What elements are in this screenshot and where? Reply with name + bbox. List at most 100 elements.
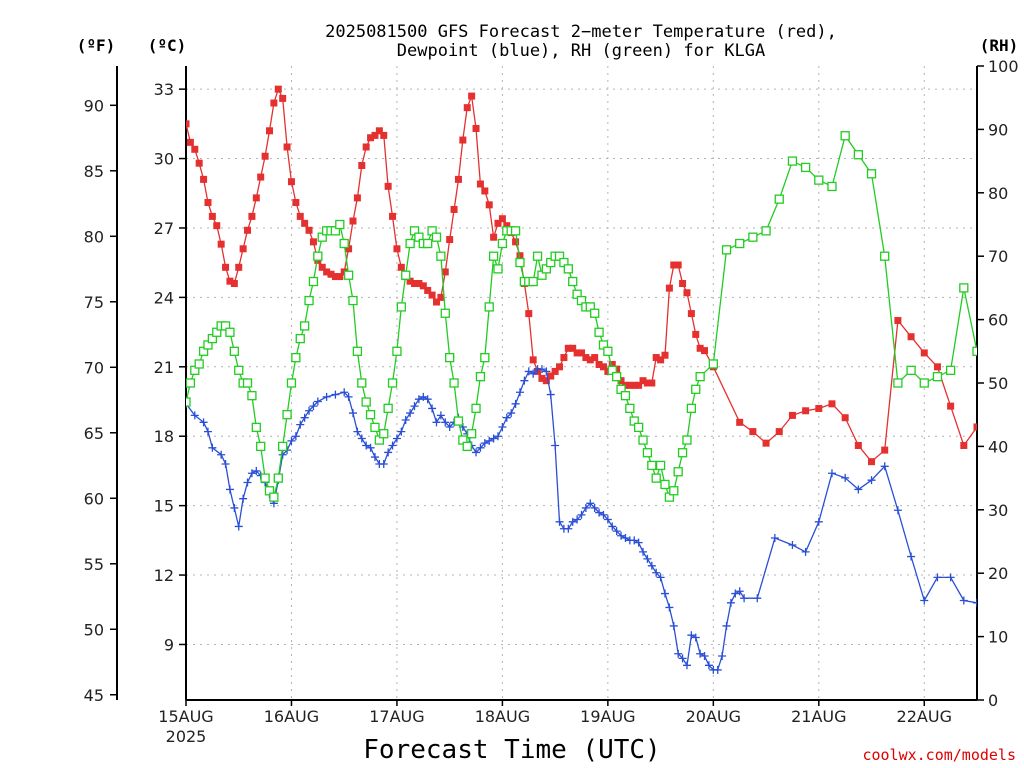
rh-point bbox=[291, 352, 301, 363]
rh-point bbox=[436, 251, 446, 261]
temperature-series bbox=[186, 85, 977, 466]
rh-point bbox=[515, 257, 525, 268]
rh-tick-label: 50 bbox=[988, 374, 1008, 393]
dewpoint-point bbox=[524, 367, 533, 376]
temperature-point bbox=[454, 175, 462, 183]
x-tick-label: 22AUG bbox=[897, 707, 952, 726]
temperature-point bbox=[494, 219, 502, 227]
temperature-point bbox=[907, 333, 915, 341]
temperature-point bbox=[437, 293, 445, 301]
rh-point bbox=[906, 365, 916, 375]
temperature-point bbox=[371, 131, 379, 139]
temperature-point bbox=[375, 127, 383, 135]
temperature-point bbox=[960, 441, 968, 449]
rh-point bbox=[308, 276, 319, 287]
temperature-point bbox=[525, 310, 533, 318]
rh-tick-label: 60 bbox=[988, 311, 1008, 330]
dewpoint-point bbox=[700, 652, 709, 661]
temperature-point bbox=[191, 145, 199, 153]
dewpoint-point bbox=[296, 420, 305, 429]
temperature-point bbox=[648, 379, 656, 387]
temperature-point bbox=[657, 356, 665, 364]
temperature-point bbox=[854, 441, 862, 449]
dewpoint-point bbox=[999, 599, 1007, 607]
dewpoint-point bbox=[674, 649, 683, 658]
temperature-point bbox=[665, 284, 673, 292]
x-axis-label: Forecast Time (UTC) bbox=[363, 735, 660, 765]
dewpoint-point bbox=[230, 503, 239, 512]
dewpoint-point bbox=[217, 450, 226, 459]
dewpoint-point bbox=[555, 517, 564, 526]
celsius-tick-label: 30 bbox=[154, 150, 174, 169]
temperature-point bbox=[287, 178, 295, 186]
dewpoint-point bbox=[704, 661, 713, 670]
rh-point bbox=[475, 372, 486, 382]
temperature-point bbox=[419, 282, 427, 290]
temperature-point bbox=[472, 124, 480, 132]
temperature-point bbox=[384, 182, 392, 190]
rh-point bbox=[620, 391, 631, 401]
temperature-point bbox=[389, 212, 397, 220]
rh-point bbox=[260, 473, 270, 483]
dewpoint-point bbox=[660, 589, 669, 598]
dewpoint-point bbox=[419, 392, 428, 401]
temperature-point bbox=[292, 199, 300, 207]
rh-point bbox=[603, 346, 613, 356]
dewpoint-point bbox=[595, 508, 604, 517]
temperature-point bbox=[551, 367, 559, 375]
temperature-point bbox=[560, 354, 568, 362]
temperature-point bbox=[591, 354, 599, 362]
dewpoint-point bbox=[511, 399, 520, 408]
dewpoint-point bbox=[946, 573, 955, 582]
rh-point bbox=[642, 448, 653, 458]
x-tick-label: 18AUG bbox=[475, 707, 530, 726]
rh-point bbox=[278, 441, 288, 452]
rh-point bbox=[379, 429, 389, 439]
temperature-point bbox=[248, 212, 256, 220]
rh-tick-label: 100 bbox=[988, 57, 1019, 76]
celsius-tick-label: 27 bbox=[154, 219, 174, 238]
temperature-point bbox=[868, 458, 876, 466]
dewpoint-point bbox=[630, 536, 639, 545]
rh-point bbox=[396, 302, 406, 312]
dewpoint-point bbox=[753, 594, 762, 603]
dewpoint-point bbox=[203, 427, 212, 436]
dewpoint-point bbox=[472, 448, 481, 457]
dewpoint-point bbox=[907, 552, 916, 561]
rh-point bbox=[748, 232, 758, 242]
fahrenheit-tick-label: 90 bbox=[84, 96, 104, 115]
fahrenheit-tick-label: 55 bbox=[84, 555, 104, 574]
dewpoint-point bbox=[305, 406, 314, 415]
chart-subtitle: Dewpoint (blue), RH (green) for KLGA bbox=[397, 41, 765, 61]
x-tick-label: 20AUG bbox=[686, 707, 741, 726]
dewpoint-point bbox=[445, 422, 454, 431]
dewpoint-point bbox=[740, 594, 749, 603]
temperature-point bbox=[687, 310, 695, 318]
temperature-point bbox=[630, 381, 638, 389]
temperature-point bbox=[432, 298, 440, 306]
temperature-point bbox=[547, 372, 555, 380]
dewpoint-point bbox=[726, 598, 735, 607]
dewpoint-point bbox=[300, 413, 309, 422]
temperature-point bbox=[411, 280, 419, 288]
rh-point bbox=[445, 352, 455, 363]
dewpoint-point bbox=[406, 409, 415, 418]
dewpoint-point bbox=[529, 369, 538, 378]
dewpoint-point bbox=[656, 573, 665, 582]
rh-point bbox=[471, 403, 481, 414]
dewpoint-point bbox=[546, 390, 555, 399]
temperature-point bbox=[468, 92, 476, 100]
dewpoint-point bbox=[243, 478, 252, 487]
dewpoint-point bbox=[722, 621, 731, 630]
temperature-point bbox=[608, 360, 616, 368]
credit-text: coolwx.com/models bbox=[862, 746, 1016, 764]
dewpoint-point bbox=[353, 427, 362, 436]
temperature-point bbox=[670, 261, 678, 269]
rh-point bbox=[361, 397, 371, 407]
temperature-point bbox=[683, 289, 691, 297]
dewpoint-point bbox=[621, 534, 630, 543]
temperature-point bbox=[481, 187, 489, 195]
rh-point bbox=[735, 238, 745, 249]
temperature-point bbox=[353, 194, 361, 202]
rh-point bbox=[814, 175, 824, 185]
